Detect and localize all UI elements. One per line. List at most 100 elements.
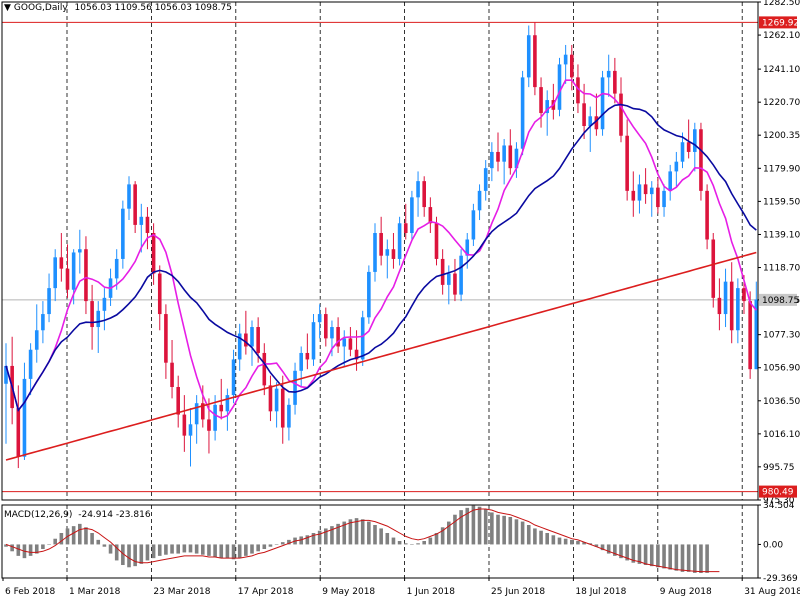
candle-body [59,257,64,269]
candle-body [379,233,383,256]
candle-body [170,362,174,388]
macd-label: MACD(12,26,9) [4,510,73,520]
candle-body [213,404,217,431]
macd-bar [403,543,408,545]
macd-bar [440,527,445,545]
date-tick-label: 25 Jun 2018 [491,587,545,597]
candle-body [385,249,390,256]
macd-bar [502,515,506,545]
candle-body [188,424,193,436]
price-tick-label: 1200.35 [763,131,800,141]
macd-bar [606,544,611,554]
candle-body [336,327,340,347]
candle-body [606,70,611,78]
macd-tick-label: 34.504 [763,501,795,511]
macd-bar [244,544,248,556]
candle-body [459,255,463,295]
candle-body [588,116,593,127]
macd-bar [379,528,383,545]
candle-body [262,352,267,386]
macd-bar [496,514,500,545]
macd-bar [151,544,156,559]
candle-body [729,281,734,331]
macd-bar [34,544,39,554]
macd-bar [508,517,513,545]
candle-body [699,129,703,191]
candle-body [526,35,531,78]
dropdown-triangle-icon[interactable]: ▼ [4,3,11,13]
macd-bar [643,544,648,566]
macd-bar [348,519,353,545]
upper-level-tag-box [759,16,797,29]
candle-body [354,349,359,360]
macd-bar [686,544,691,572]
candle-body [274,388,279,412]
candle-body [367,271,371,318]
candle-body [514,148,519,169]
macd-bar [354,518,359,545]
date-tick-label: 23 Mar 2018 [153,587,210,597]
candle-body [711,239,716,298]
macd-bar [373,525,377,545]
candle-body [440,258,445,285]
macd-bar [385,533,390,545]
candle-body [471,210,476,240]
moving-averages [5,79,757,461]
macd-bar [133,544,137,567]
macd-bar [539,530,543,545]
macd-bar [631,544,636,563]
macd-bar [96,539,101,545]
candle-body [625,135,629,191]
macd-bar [674,544,679,571]
lower-level-tag-box [759,485,797,498]
candle-body [28,349,33,379]
price-tick-label: 1262.10 [763,31,800,41]
macd-bar [625,544,629,561]
macd-bar [514,519,519,545]
candle-body [342,338,347,347]
macd-bar [360,519,365,545]
candle-body [121,208,125,259]
candle-body [748,301,752,370]
candle-body [520,77,525,149]
candle-body [71,252,76,290]
price-tick-label: 1159.50 [763,197,800,207]
chart-frame [1,1,759,579]
candle-body [477,190,482,211]
candle-body [317,314,322,323]
macd-bar [108,544,113,554]
candle-body [570,54,574,78]
macd-bar [367,521,371,545]
candle-body [637,184,642,201]
macd-bar [127,544,131,568]
macd-bar [299,536,303,545]
macd-bar [619,544,623,559]
candle-body [182,414,187,436]
macd-bar [84,527,88,545]
candle-body [410,197,414,234]
macd-bar [668,544,672,570]
price-tick-label: 995.75 [763,463,795,473]
candle-body [90,301,94,328]
macd-bar [600,544,605,551]
candle-body [360,317,365,360]
candle-body [34,330,39,350]
candle-body [453,273,457,295]
date-tick-label: 1 Jun 2018 [407,587,456,597]
candle-body [176,387,180,415]
candle-body [231,359,236,396]
macd-bar [225,544,230,559]
candle-body [157,273,162,315]
macd-bar [637,544,642,564]
macd-bar [102,544,107,547]
macd-bar [471,505,476,545]
macd-bar [649,544,654,567]
macd-bar [656,544,660,568]
candle-body [293,370,297,405]
candle-body [643,184,648,195]
macd-bar [545,533,549,545]
macd-bar [114,544,119,561]
candle-body [576,77,580,104]
date-tick-label: 31 Aug 2018 [744,587,800,597]
